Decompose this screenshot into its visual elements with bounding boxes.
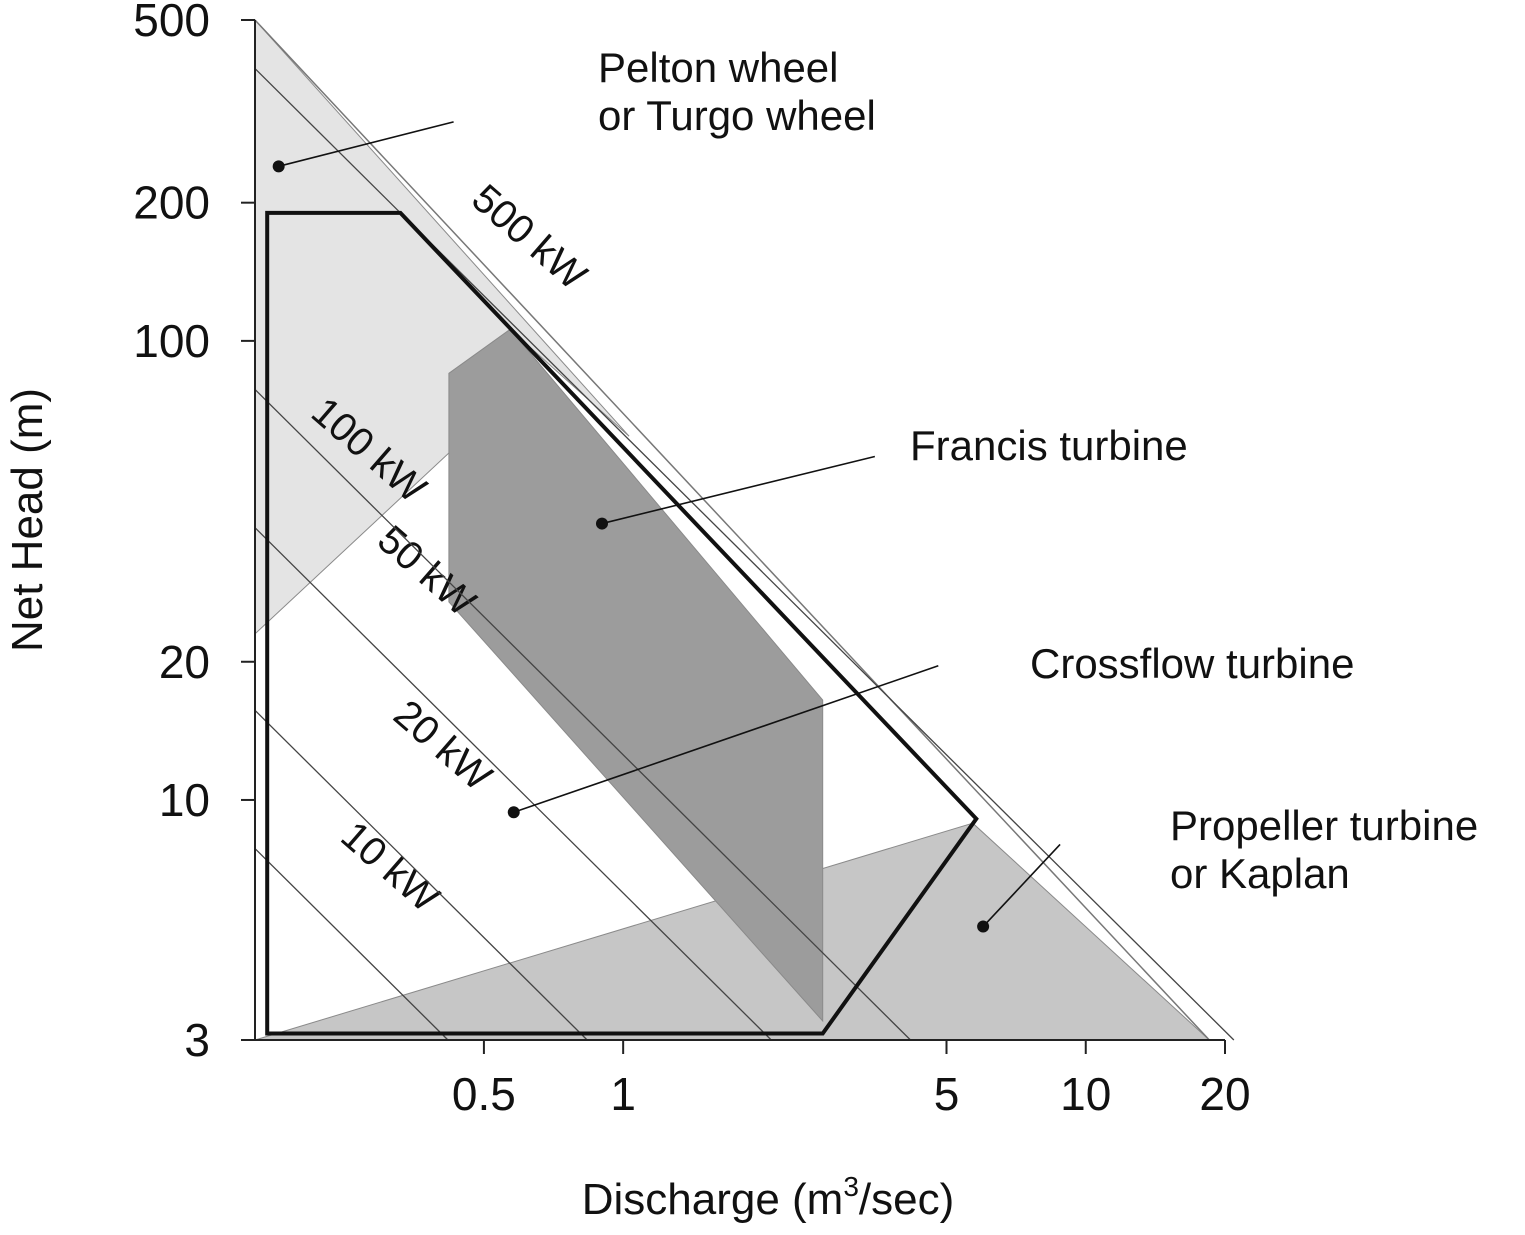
annotation-leader-2 (513, 665, 939, 814)
crossflow-envelope-outline (265, 210, 979, 1036)
power-line-20kw (254, 709, 588, 1041)
axes (254, 20, 1225, 1041)
x-tick-label-0.5: 0.5 (452, 1068, 516, 1120)
y-tick-label-10: 10 (159, 774, 210, 826)
turbine-regions (254, 18, 1211, 1041)
power-line-10kw (254, 848, 449, 1041)
annotation-leader-3 (982, 843, 1061, 928)
annotation-label-1: Francis turbine (910, 422, 1188, 469)
x-tick-label-1: 1 (610, 1068, 636, 1120)
annotation-leader-1 (601, 455, 876, 525)
crossflow-envelope (265, 210, 979, 1036)
annotation-label-3: Propeller turbine or Kaplan (1170, 802, 1478, 897)
y-tick-label-500: 500 (133, 0, 210, 46)
x-tick-label-20: 20 (1199, 1068, 1250, 1120)
power-label-10kw: 10 kW (333, 813, 448, 921)
x-tick-label-10: 10 (1060, 1068, 1111, 1120)
y-axis-title: Net Head (m) (3, 388, 52, 652)
annotation-leader-0 (278, 121, 454, 168)
annotation-label-2: Crossflow turbine (1030, 640, 1354, 687)
y-tick-label-3: 3 (184, 1014, 210, 1066)
x-axis-title: Discharge (m3/sec) (582, 1171, 955, 1224)
power-label-20kw: 20 kW (385, 692, 500, 800)
y-tick-label-20: 20 (159, 636, 210, 688)
diagonal-boundary (254, 19, 1210, 1041)
annotation-label-0: Pelton wheel or Turgo wheel (598, 44, 876, 139)
power-line-100kw (254, 389, 911, 1041)
turbine-annotations: Pelton wheel or Turgo wheel Francis turbin… (272, 44, 1478, 933)
power-line-50kw (254, 527, 772, 1041)
annotation-dot-0 (272, 160, 285, 173)
annotation-dot-2 (507, 806, 520, 819)
y-tick-label-200: 200 (133, 177, 210, 229)
annotation-dot-1 (595, 517, 608, 530)
region-francis (448, 328, 824, 1023)
y-tick-label-100: 100 (133, 315, 210, 367)
axis-ticks: 0.5 1 5 10 20 3 10 20 100 200 500 (133, 0, 1250, 1120)
x-tick-label-5: 5 (934, 1068, 960, 1120)
annotation-dot-3 (977, 920, 990, 933)
